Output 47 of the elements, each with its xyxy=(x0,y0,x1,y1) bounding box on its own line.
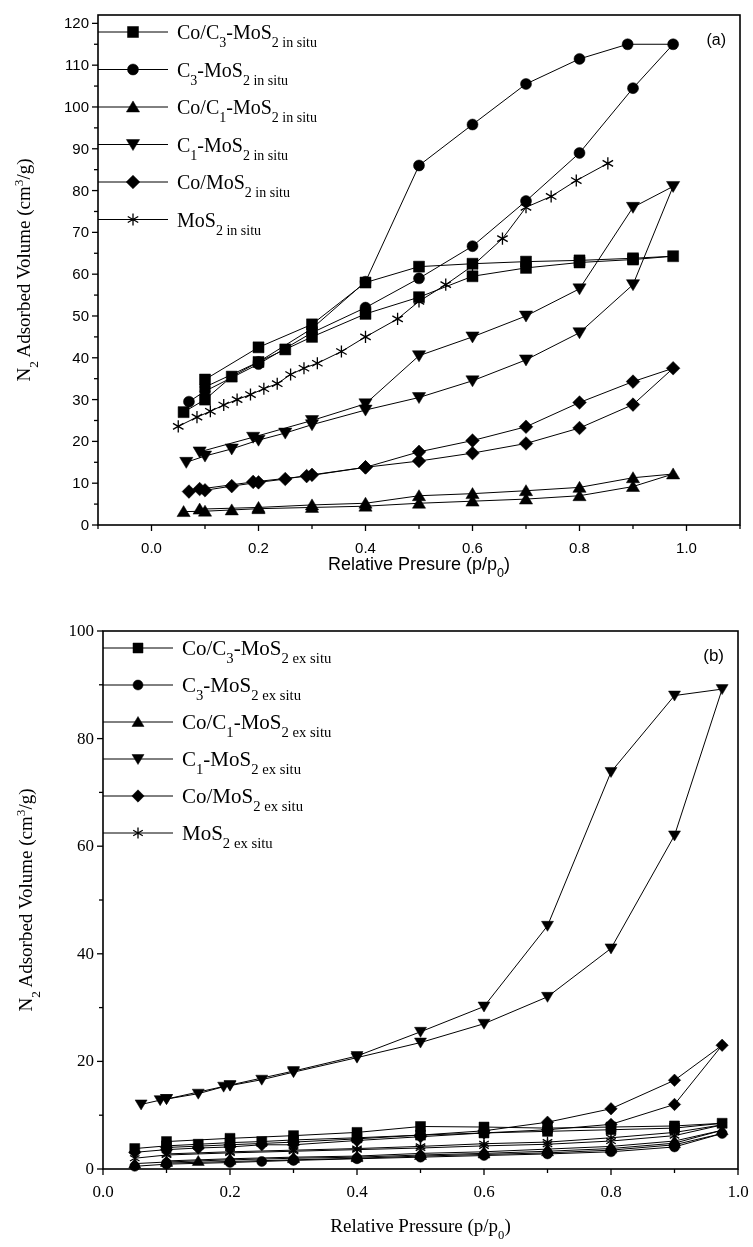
x-tick-label: 0.0 xyxy=(141,539,162,556)
x-axis-title: Relative Pressure (p/p$_{0}$) xyxy=(330,1215,511,1242)
legend-label: C$_{1}$-MoS$_{2 ex situ}$ xyxy=(182,747,302,777)
y-tick-label: 120 xyxy=(63,14,89,32)
y-tick-label: 40 xyxy=(72,348,89,366)
y-tick-label: 90 xyxy=(72,139,89,157)
y-tick-label: 110 xyxy=(65,56,89,74)
legend-label: C$_{3}$-MoS$_{2 in situ}$ xyxy=(177,58,289,87)
legend-label: MoS$_{2 in situ}$ xyxy=(177,208,262,237)
legend-label: C$_{3}$-MoS$_{2 ex situ}$ xyxy=(182,673,302,703)
legend-label: Co/MoS$_{2 in situ}$ xyxy=(177,171,290,200)
legend-label: Co/C$_{1}$-MoS$_{2 ex situ}$ xyxy=(182,710,332,740)
annotation: (a) xyxy=(706,31,726,48)
y-tick-label: 60 xyxy=(77,836,94,856)
y-tick-label: 40 xyxy=(77,943,94,963)
y-tick-label: 100 xyxy=(63,97,89,115)
legend-label: Co/MoS$_{2 ex situ}$ xyxy=(182,784,304,814)
y-tick-label: 10 xyxy=(72,474,89,492)
annotation: (b) xyxy=(703,646,724,665)
x-tick-label: 1.0 xyxy=(727,1182,749,1201)
x-tick-label: 1.0 xyxy=(676,539,697,556)
y-tick-label: 30 xyxy=(72,390,89,408)
x-tick-label: 0.4 xyxy=(355,539,376,556)
x-tick-label: 0.8 xyxy=(600,1182,622,1201)
legend-label: Co/C$_{3}$-MoS$_{2 in situ}$ xyxy=(177,21,317,50)
y-tick-label: 70 xyxy=(72,223,89,241)
x-axis-title: Relative Presure (p/p$_{0}$) xyxy=(327,554,511,580)
y-tick-label: 100 xyxy=(68,621,94,640)
x-tick-label: 0.6 xyxy=(462,539,483,556)
y-tick-label: 80 xyxy=(72,181,89,199)
y-tick-label: 80 xyxy=(77,728,94,748)
legend-label: MoS$_{2 ex situ}$ xyxy=(182,821,274,851)
legend-label: Co/C$_{1}$-MoS$_{2 in situ}$ xyxy=(177,96,317,125)
y-tick-label: 50 xyxy=(72,306,89,324)
x-tick-label: 0.6 xyxy=(473,1182,495,1201)
y-tick-label: 20 xyxy=(77,1051,94,1071)
y-tick-label: 0 xyxy=(80,516,89,533)
x-tick-label: 0.2 xyxy=(219,1182,241,1201)
y-tick-label: 60 xyxy=(72,265,89,283)
x-tick-label: 0.2 xyxy=(248,539,269,556)
legend-label: Co/C$_{3}$-MoS$_{2 ex situ}$ xyxy=(182,636,332,666)
y-tick-label: 20 xyxy=(72,432,89,450)
x-tick-label: 0.4 xyxy=(346,1182,369,1201)
x-tick-label: 0.0 xyxy=(92,1182,114,1201)
x-tick-label: 0.8 xyxy=(569,539,590,556)
y-tick-label: 0 xyxy=(85,1159,94,1178)
legend-label: C$_{1}$-MoS$_{2 in situ}$ xyxy=(177,133,289,162)
